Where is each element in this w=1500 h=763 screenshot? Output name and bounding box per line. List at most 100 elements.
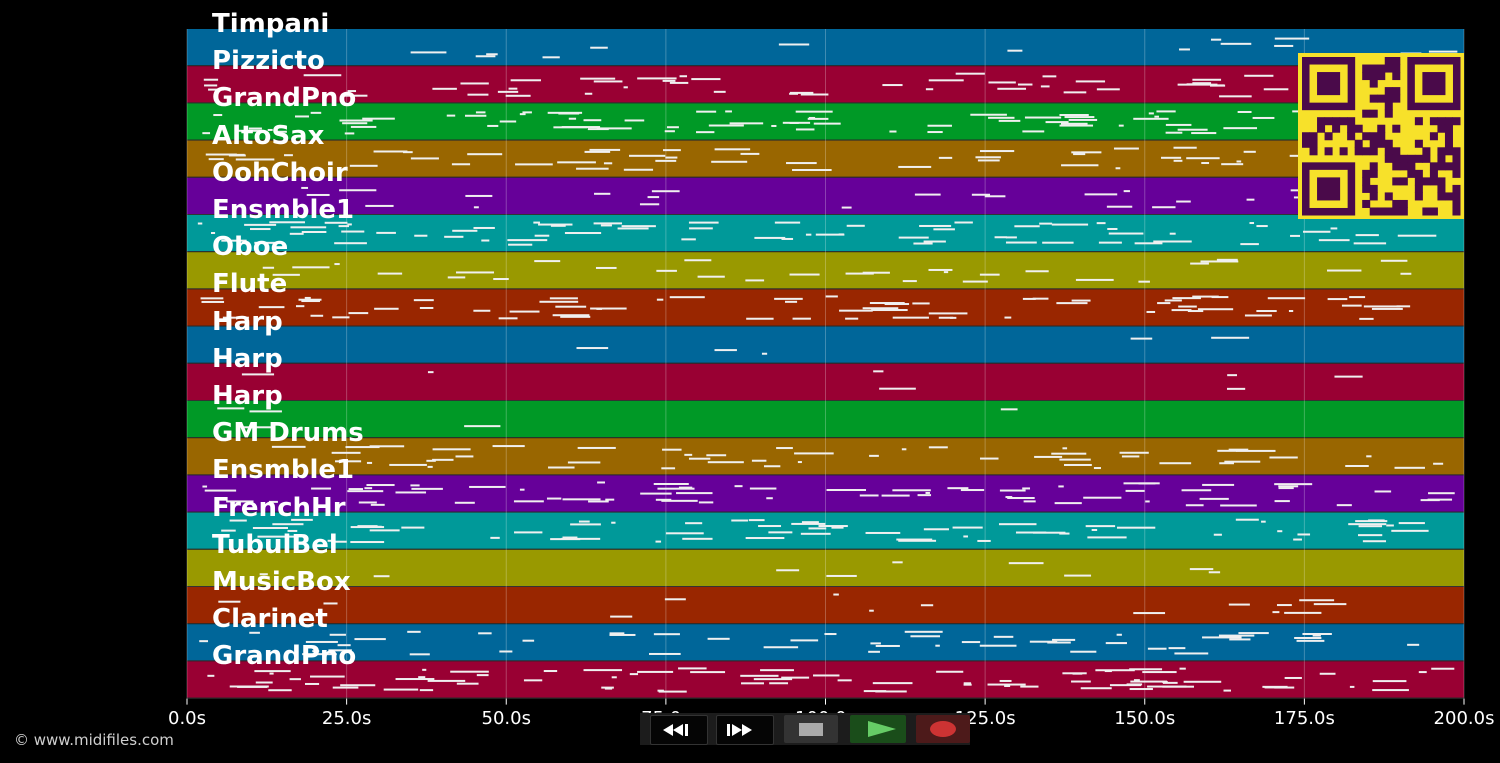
note <box>977 539 991 542</box>
qr-module <box>1392 94 1401 103</box>
note <box>1059 114 1089 117</box>
note <box>268 500 278 503</box>
note <box>373 150 408 153</box>
note <box>869 302 905 305</box>
qr-module <box>1302 132 1311 141</box>
note <box>664 598 686 601</box>
note <box>499 120 517 123</box>
note <box>681 238 696 241</box>
qr-module <box>1317 72 1341 96</box>
qr-module <box>1444 117 1453 126</box>
qr-code-icon[interactable] <box>1298 53 1464 219</box>
note <box>350 526 385 529</box>
note <box>1274 483 1313 486</box>
lane-label: Harp <box>212 306 283 337</box>
qr-module <box>1437 162 1446 171</box>
fast-forward-button[interactable] <box>716 715 774 745</box>
note <box>365 204 394 207</box>
record-button[interactable] <box>916 715 970 743</box>
note <box>1261 520 1266 523</box>
note <box>1121 455 1140 458</box>
note <box>745 537 785 540</box>
note <box>342 122 368 125</box>
note <box>863 690 887 693</box>
note <box>1029 640 1058 643</box>
note <box>963 535 968 538</box>
note <box>1358 534 1383 537</box>
note <box>549 297 578 300</box>
note <box>1428 492 1455 495</box>
note <box>522 639 535 642</box>
lane-band <box>187 252 1464 289</box>
note <box>1153 240 1192 243</box>
qr-module <box>1437 117 1446 126</box>
note <box>859 494 879 497</box>
note <box>975 156 1001 159</box>
note <box>515 163 553 166</box>
qr-module <box>1437 124 1446 133</box>
note <box>583 119 602 122</box>
note <box>1142 671 1177 674</box>
note <box>1345 465 1369 468</box>
note <box>1071 680 1091 683</box>
note <box>410 484 420 487</box>
note <box>1278 485 1299 488</box>
note <box>892 489 931 492</box>
qr-module <box>1452 117 1461 126</box>
stop-button[interactable] <box>784 715 838 743</box>
note <box>590 46 608 49</box>
play-button[interactable] <box>850 715 906 743</box>
note <box>1171 309 1192 312</box>
lane-label: AltoSax <box>212 120 325 151</box>
note <box>955 72 985 75</box>
note <box>202 132 211 135</box>
note <box>1157 302 1171 305</box>
note <box>334 263 340 266</box>
note <box>689 227 713 230</box>
note <box>1359 317 1374 320</box>
note <box>979 273 1000 276</box>
note <box>697 275 725 278</box>
note <box>658 690 687 693</box>
note <box>324 221 348 224</box>
note <box>1211 336 1250 339</box>
note <box>774 221 801 224</box>
note <box>998 119 1021 122</box>
note <box>249 631 260 634</box>
lane-label: Harp <box>212 343 283 374</box>
note <box>1042 241 1074 244</box>
note <box>746 317 774 320</box>
note <box>1075 80 1106 83</box>
note <box>1293 538 1302 541</box>
note <box>1267 297 1306 300</box>
note <box>1115 167 1121 170</box>
qr-module <box>1407 154 1416 163</box>
note <box>241 373 275 376</box>
note <box>323 602 338 605</box>
note <box>1007 49 1023 52</box>
time-tick-label: 150.0s <box>1114 708 1176 729</box>
note <box>1183 680 1222 683</box>
note <box>805 233 812 236</box>
note <box>808 116 816 119</box>
note <box>1052 638 1076 641</box>
rewind-button[interactable] <box>650 715 708 745</box>
note <box>1294 636 1322 639</box>
note <box>923 528 949 531</box>
note <box>1397 234 1437 237</box>
note <box>688 457 711 460</box>
note <box>272 273 300 276</box>
note <box>432 87 457 90</box>
note <box>1368 519 1385 522</box>
note <box>289 232 304 235</box>
note <box>331 451 361 454</box>
note <box>698 501 714 504</box>
note <box>839 309 873 312</box>
lane-label: Pizzicto <box>212 46 325 77</box>
note <box>1263 88 1289 91</box>
note <box>418 676 426 679</box>
note <box>235 158 275 161</box>
note <box>740 674 779 677</box>
note <box>1186 157 1220 160</box>
note <box>1189 568 1214 571</box>
